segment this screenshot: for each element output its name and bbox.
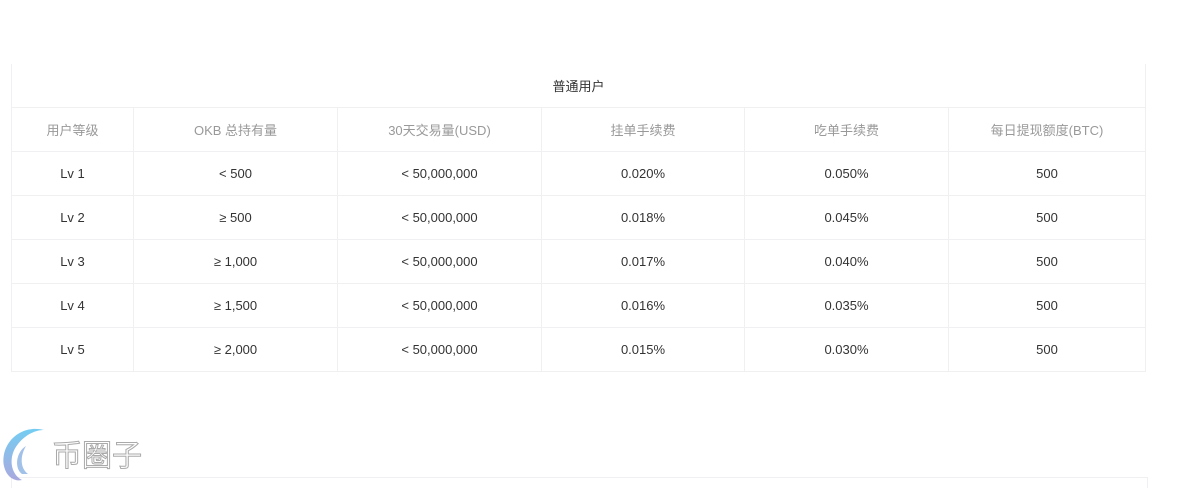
table-row: Lv 1 < 500 < 50,000,000 0.020% 0.050% 500 <box>11 151 1146 196</box>
header-cell: 吃单手续费 <box>744 107 949 152</box>
table-cell: Lv 2 <box>11 195 134 240</box>
table-cell: 0.020% <box>541 151 745 196</box>
table-cell: ≥ 1,500 <box>133 283 338 328</box>
table-cell: 500 <box>948 151 1146 196</box>
header-cell: 用户等级 <box>11 107 134 152</box>
table-cell: 0.016% <box>541 283 745 328</box>
table-cell: < 500 <box>133 151 338 196</box>
fee-table: 普通用户 用户等级 OKB 总持有量 30天交易量(USD) 挂单手续费 吃单手… <box>11 64 1146 372</box>
table-row: Lv 3 ≥ 1,000 < 50,000,000 0.017% 0.040% 500 <box>11 239 1146 284</box>
watermark-logo: 币圈子 <box>3 428 143 481</box>
table-cell: < 50,000,000 <box>337 151 542 196</box>
table-cell: 0.018% <box>541 195 745 240</box>
table-cell: 0.050% <box>744 151 949 196</box>
header-cell: 每日提现额度(BTC) <box>948 107 1146 152</box>
svg-text:币圈子: 币圈子 <box>52 439 142 474</box>
header-cell: 挂单手续费 <box>541 107 745 152</box>
table-cell: ≥ 2,000 <box>133 327 338 372</box>
header-cell: 30天交易量(USD) <box>337 107 542 152</box>
table-row: Lv 4 ≥ 1,500 < 50,000,000 0.016% 0.035% 500 <box>11 283 1146 328</box>
header-row: 用户等级 OKB 总持有量 30天交易量(USD) 挂单手续费 吃单手续费 每日… <box>11 107 1146 152</box>
table-row: Lv 2 ≥ 500 < 50,000,000 0.018% 0.045% 500 <box>11 195 1146 240</box>
table-cell: 500 <box>948 195 1146 240</box>
table-cell: < 50,000,000 <box>337 283 542 328</box>
table-cell: 500 <box>948 327 1146 372</box>
table-cell: 0.040% <box>744 239 949 284</box>
table-cell: < 50,000,000 <box>337 195 542 240</box>
table-cell: 0.017% <box>541 239 745 284</box>
table-cell: 0.030% <box>744 327 949 372</box>
table-cell: 0.045% <box>744 195 949 240</box>
table-cell: 0.035% <box>744 283 949 328</box>
table-title: 普通用户 <box>11 64 1146 108</box>
table-cell: 500 <box>948 239 1146 284</box>
table-row: Lv 5 ≥ 2,000 < 50,000,000 0.015% 0.030% 500 <box>11 327 1146 372</box>
table-cell: 500 <box>948 283 1146 328</box>
table-cell: Lv 4 <box>11 283 134 328</box>
second-table-edge <box>11 477 1148 488</box>
header-cell: OKB 总持有量 <box>133 107 338 152</box>
table-cell: < 50,000,000 <box>337 239 542 284</box>
table-cell: Lv 3 <box>11 239 134 284</box>
table-cell: Lv 1 <box>11 151 134 196</box>
table-cell: 0.015% <box>541 327 745 372</box>
table-cell: Lv 5 <box>11 327 134 372</box>
table-cell: ≥ 500 <box>133 195 338 240</box>
table-cell: < 50,000,000 <box>337 327 542 372</box>
table-cell: ≥ 1,000 <box>133 239 338 284</box>
